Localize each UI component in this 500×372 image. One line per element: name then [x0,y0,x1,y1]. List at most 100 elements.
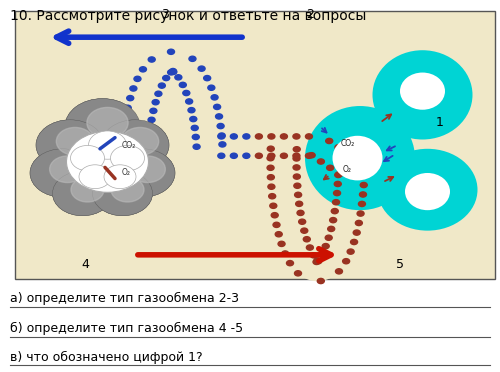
Circle shape [294,174,300,179]
Circle shape [66,131,148,192]
Circle shape [192,134,200,140]
Polygon shape [122,52,364,281]
Circle shape [268,175,274,180]
Circle shape [56,128,94,155]
Circle shape [301,228,308,233]
Circle shape [335,145,342,150]
Circle shape [306,245,314,250]
Circle shape [256,134,262,139]
Circle shape [325,235,332,240]
Circle shape [168,70,174,75]
Circle shape [296,201,302,206]
Circle shape [306,134,312,139]
Circle shape [330,218,336,223]
Circle shape [218,133,225,138]
Circle shape [198,66,205,71]
Circle shape [124,105,131,110]
Circle shape [158,83,166,88]
Circle shape [216,114,222,119]
Circle shape [336,269,342,274]
Circle shape [268,184,275,189]
Circle shape [268,146,274,151]
Circle shape [243,153,250,158]
Circle shape [298,219,306,224]
Circle shape [56,128,94,155]
Circle shape [111,177,144,202]
Circle shape [110,149,175,197]
Text: 10. Рассмотрите рисунок и ответьте на вопросы: 10. Рассмотрите рисунок и ответьте на во… [10,9,366,23]
Circle shape [130,86,137,91]
Circle shape [144,153,152,158]
Circle shape [360,192,366,197]
Circle shape [122,128,158,155]
Circle shape [134,76,141,81]
Text: CO₂: CO₂ [122,141,136,150]
Circle shape [310,253,318,258]
Circle shape [36,120,104,170]
Circle shape [30,149,95,197]
Circle shape [280,134,287,139]
Circle shape [278,241,285,247]
Circle shape [70,145,104,171]
Ellipse shape [405,173,450,210]
Circle shape [170,69,177,74]
Text: 1: 1 [436,116,444,129]
Circle shape [52,171,112,216]
Circle shape [293,134,300,139]
Circle shape [350,240,358,245]
Circle shape [145,144,152,149]
Circle shape [146,135,152,140]
Circle shape [65,99,140,154]
Circle shape [308,153,315,158]
Circle shape [175,75,182,80]
Circle shape [189,56,196,61]
Text: а) определите тип газообмена 2-3: а) определите тип газообмена 2-3 [10,292,239,305]
Circle shape [347,249,354,254]
Circle shape [152,100,159,105]
Circle shape [358,201,366,206]
Circle shape [293,147,300,152]
Circle shape [120,191,128,196]
Text: б) определите тип газообмена 4 -5: б) определите тип газообмена 4 -5 [10,322,243,335]
Circle shape [65,99,140,154]
Circle shape [315,259,322,264]
Circle shape [297,210,304,215]
Circle shape [87,108,128,138]
Circle shape [71,177,104,202]
Circle shape [104,165,136,189]
Circle shape [294,192,302,198]
Circle shape [353,230,360,235]
Circle shape [191,125,198,131]
Circle shape [318,159,324,164]
Circle shape [219,142,226,147]
Ellipse shape [378,149,478,231]
Circle shape [306,153,312,158]
Circle shape [230,134,237,139]
Ellipse shape [305,106,415,210]
Circle shape [211,95,218,100]
Circle shape [268,153,275,158]
Circle shape [230,153,237,158]
Circle shape [218,153,225,158]
Circle shape [268,134,275,139]
Circle shape [71,177,104,202]
Circle shape [326,165,334,170]
Circle shape [88,131,126,159]
Circle shape [217,124,224,129]
Text: CO₂: CO₂ [340,139,354,148]
Circle shape [360,173,368,178]
Circle shape [293,153,300,158]
Text: 4: 4 [81,258,89,270]
Circle shape [70,145,104,171]
Circle shape [168,49,174,54]
Circle shape [342,259,349,264]
Circle shape [193,144,200,149]
Circle shape [332,200,340,205]
Circle shape [313,259,320,264]
Circle shape [119,143,126,148]
Circle shape [356,220,362,225]
Circle shape [243,134,250,139]
Circle shape [126,96,134,101]
Text: CO₂: CO₂ [120,141,134,150]
Circle shape [314,258,321,263]
